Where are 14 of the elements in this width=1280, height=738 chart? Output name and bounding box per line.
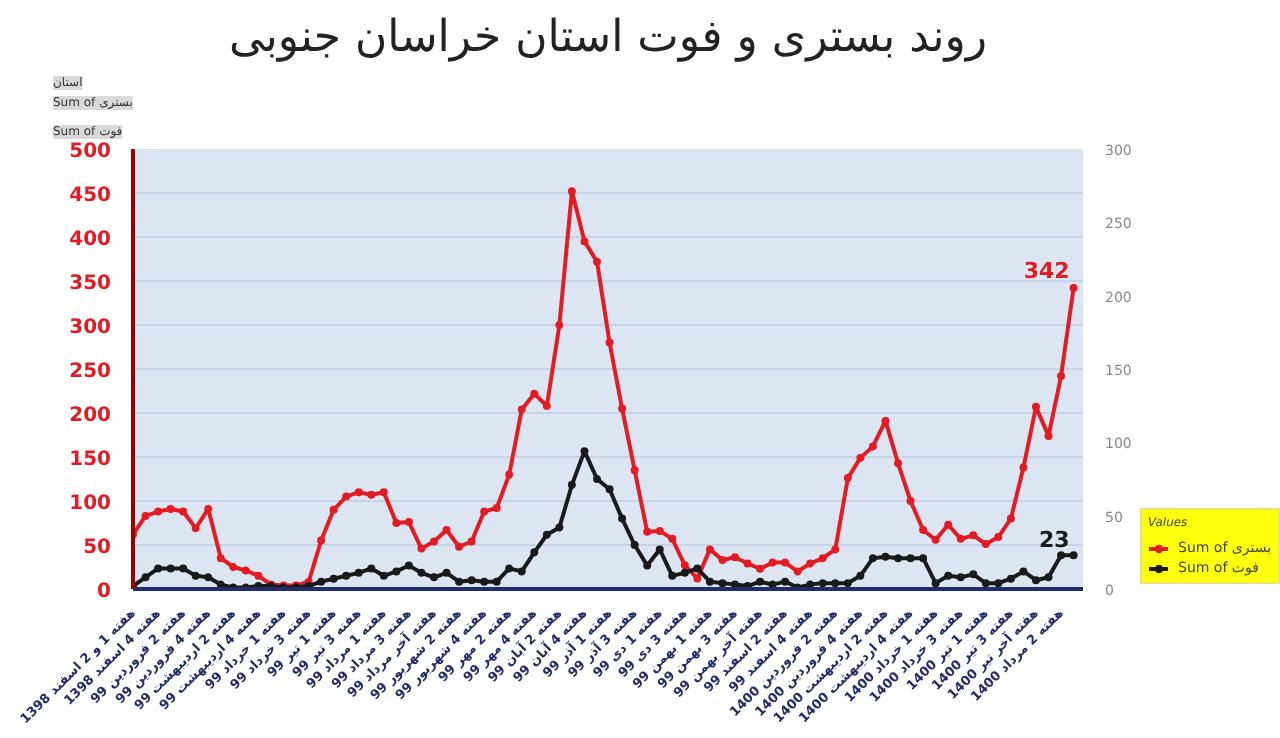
y-tick-label: 200 [69, 405, 112, 427]
data-label: 23 [1038, 527, 1070, 554]
y-tick-label: 500 [69, 141, 112, 163]
y-tick-label: 450 [69, 185, 112, 207]
y-tick-label: 100 [69, 493, 112, 515]
y-tick-label: 150 [69, 449, 112, 471]
data-label: 342 [1023, 258, 1070, 285]
chart-title: روند بستری و فوت استان خراسان جنوبی [228, 13, 988, 63]
y-tick-label: 250 [69, 361, 112, 383]
y-tick-label: 0 [97, 581, 112, 603]
y-tick-label: 400 [69, 229, 112, 251]
y-tick-label: 350 [69, 273, 112, 295]
y-tick-label: 50 [83, 537, 112, 559]
y-tick-label: 300 [69, 317, 112, 339]
